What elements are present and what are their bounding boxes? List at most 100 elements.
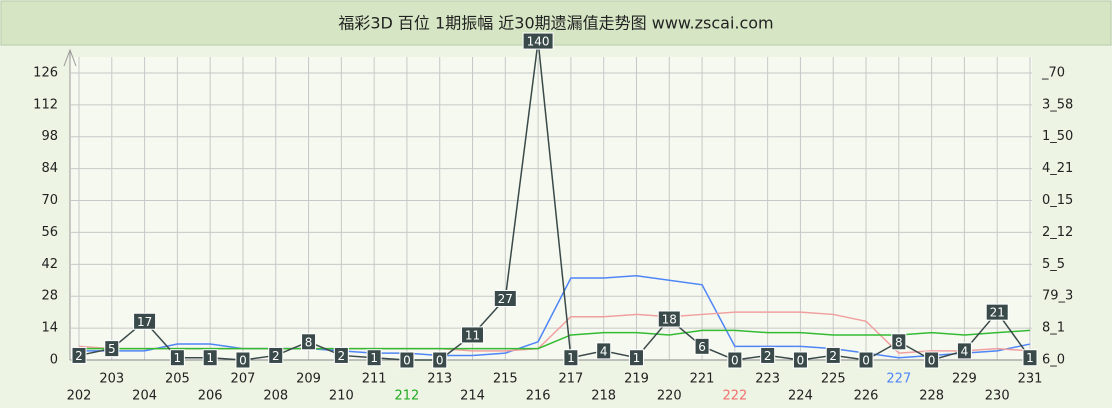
data-label: 21 [990,306,1005,320]
data-label: 0 [239,354,247,368]
x-tick-label: 226 [854,389,879,404]
x-tick-label: 220 [657,389,682,404]
point-marker [628,349,644,367]
x-tick-label: 202 [67,389,92,404]
data-label: 2 [272,349,280,363]
data-label: 27 [498,292,513,306]
y2-tick-label: 1_50 [1042,129,1073,144]
data-label: 4 [600,344,608,358]
y-tick-label: 70 [41,193,58,208]
data-label: 2 [764,349,772,363]
y-tick-label: 28 [41,289,58,304]
axis-arrow [63,48,77,360]
point-marker [891,333,907,351]
x-tick-label: 225 [821,372,846,387]
y2-tick-label: 2_12 [1042,225,1073,240]
x-tick-label: 204 [132,389,157,404]
title-bar [0,0,1112,46]
y-tick-label: 126 [33,65,58,80]
x-tick-label: 206 [198,389,223,404]
point-marker [985,303,1009,321]
x-tick-label: 214 [460,389,485,404]
point-marker [71,346,87,364]
y-tick-label: 112 [33,97,58,112]
x-tick-label: 211 [362,372,387,387]
y2-tick-label: 0_15 [1042,193,1073,208]
data-label: 1 [370,351,378,365]
data-label: 0 [436,354,444,368]
x-tick-label: 208 [263,389,288,404]
point-marker [169,349,185,367]
point-marker [235,351,251,369]
x-tick-label: 223 [755,372,780,387]
point-marker [202,349,218,367]
y-tick-label: 84 [41,161,58,176]
y2-tick-label: 5_5 [1042,257,1065,272]
point-marker [1022,349,1038,367]
y2-tick-label: 4_21 [1042,161,1073,176]
x-tick-label: 207 [231,372,256,387]
data-label: 0 [862,354,870,368]
point-marker [657,310,681,328]
x-tick-label: 215 [493,372,518,387]
point-marker [133,312,157,330]
point-marker [461,326,485,344]
data-label: 8 [305,335,313,349]
x-tick-label: 213 [427,372,452,387]
point-marker [792,351,808,369]
series-line [79,329,1031,350]
point-marker [596,342,612,360]
x-tick-label: 229 [952,372,977,387]
y2-tick-label: 3_58 [1042,97,1073,112]
x-tick-label: 219 [624,372,649,387]
data-label: 5 [108,342,116,356]
x-tick-label: 217 [558,372,583,387]
x-tick-label: 210 [329,389,354,404]
x-tick-label: 216 [526,389,551,404]
point-marker [268,346,284,364]
data-label: 2 [75,349,83,363]
point-marker [727,351,743,369]
data-label: 8 [895,335,903,349]
y2-tick-label: 8_1 [1042,321,1065,336]
point-marker [522,32,554,50]
x-tick-label: 203 [99,372,124,387]
y-tick-label: 56 [41,225,58,240]
y-tick-label: 42 [41,257,58,272]
x-tick-label: 205 [165,372,190,387]
y2-tick-label: 79_3 [1042,289,1073,304]
point-marker [956,342,972,360]
point-marker [432,351,448,369]
data-label: 1 [1026,351,1034,365]
plot-area [70,57,1032,360]
chart-title: 福彩3D 百位 1期振幅 近30期遗漏值走势图 www.zscai.com [338,14,773,33]
y2-tick-label: _70 [1041,65,1065,80]
x-tick-label: 228 [919,389,944,404]
data-label: 11 [465,328,480,342]
data-label: 0 [731,354,739,368]
x-tick-label: 227 [886,372,911,387]
x-tick-label: 231 [1018,372,1043,387]
y2-tick-label: 6_0 [1042,353,1065,368]
x-tick-label: 221 [690,372,715,387]
data-label: 2 [338,349,346,363]
point-marker [333,346,349,364]
y-tick-label: 98 [41,129,58,144]
data-label: 17 [137,315,152,329]
x-tick-label: 222 [722,389,747,404]
x-tick-label: 212 [395,389,420,404]
data-label: 18 [662,312,677,326]
point-marker [493,289,517,307]
data-label: 1 [174,351,182,365]
point-marker [825,346,841,364]
x-tick-label: 218 [591,389,616,404]
data-label: 0 [928,354,936,368]
point-marker [563,349,579,367]
data-label: 140 [527,35,550,49]
point-marker [366,349,382,367]
x-tick-label: 224 [788,389,813,404]
point-marker [924,351,940,369]
data-label: 6 [698,340,706,354]
